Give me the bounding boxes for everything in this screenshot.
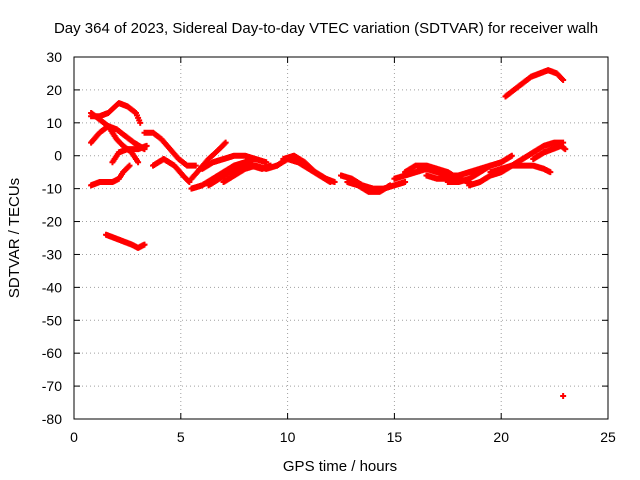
y-tick-label: -80 <box>42 411 62 427</box>
y-axis-label: SDTVAR / TECUs <box>6 178 23 298</box>
point-markers <box>199 152 270 172</box>
y-tick-label: 0 <box>54 148 62 164</box>
series-arc-m <box>220 162 280 186</box>
x-tick-label: 0 <box>70 429 78 445</box>
point-markers <box>88 100 144 126</box>
point-markers <box>188 156 259 192</box>
series-arc-q <box>344 179 394 195</box>
series-arc-w <box>487 162 554 176</box>
data-points <box>88 67 569 399</box>
y-tick-label: -40 <box>42 279 62 295</box>
point-markers <box>109 142 150 166</box>
point-markers <box>141 129 199 169</box>
series-arc-u <box>444 152 515 186</box>
x-axis-ticks: 0 5 10 15 20 25 <box>70 57 616 445</box>
y-tick-label: -70 <box>42 378 62 394</box>
series-arc-l <box>199 152 270 172</box>
series-arc-o <box>280 152 338 186</box>
point-markers <box>220 162 280 186</box>
point-markers <box>188 139 229 182</box>
y-tick-label: -20 <box>42 214 62 230</box>
chart-title: Day 364 of 2023, Sidereal Day-to-day VTE… <box>54 20 598 37</box>
series-arc-y <box>502 67 567 100</box>
point-markers <box>487 162 554 176</box>
x-axis-label: GPS time / hours <box>283 458 397 475</box>
x-tick-label: 20 <box>493 429 509 445</box>
plot-frame <box>73 56 609 420</box>
series-arc-d <box>88 162 133 189</box>
y-axis-ticks: 30 20 10 0 -10 -20 -30 -40 -50 -60 -70 -80 <box>42 49 608 427</box>
series-arc-g <box>141 129 199 169</box>
series-arc-j <box>188 156 259 192</box>
point-markers <box>88 162 133 189</box>
y-tick-label: 20 <box>46 82 62 98</box>
series-outlier <box>560 392 567 399</box>
x-tick-label: 5 <box>177 429 185 445</box>
series-arc-f <box>103 231 148 251</box>
y-tick-label: 30 <box>46 49 62 65</box>
y-tick-label: -60 <box>42 345 62 361</box>
y-tick-label: -30 <box>42 246 62 262</box>
point-markers <box>560 392 567 399</box>
series-arc-h <box>150 156 193 186</box>
y-tick-label: -10 <box>42 181 62 197</box>
y-tick-label: -50 <box>42 312 62 328</box>
point-markers <box>530 142 569 163</box>
x-tick-label: 25 <box>600 429 616 445</box>
point-markers <box>502 67 567 100</box>
y-tick-label: 10 <box>46 115 62 131</box>
point-markers <box>103 231 148 251</box>
x-tick-label: 15 <box>387 429 403 445</box>
x-tick-label: 10 <box>280 429 296 445</box>
grid-lines <box>74 57 608 419</box>
point-markers <box>150 156 193 186</box>
series-arc-i <box>188 139 229 182</box>
point-markers <box>444 152 515 186</box>
series-arc-a <box>88 100 144 126</box>
series-arc-e <box>109 142 150 166</box>
series-arc-x <box>530 142 569 163</box>
point-markers <box>280 152 338 186</box>
point-markers <box>344 179 394 195</box>
